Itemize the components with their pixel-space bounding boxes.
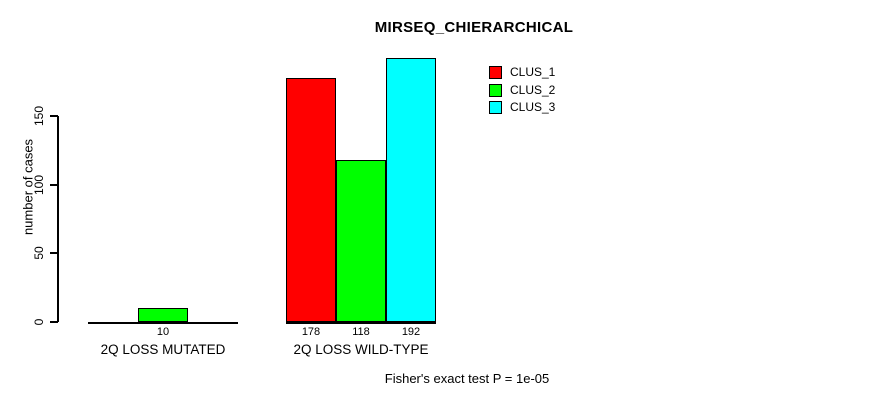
legend-item-clus1: CLUS_1 xyxy=(489,66,555,79)
x-axis-baseline-mutated xyxy=(88,322,238,324)
y-axis-tick-label-50: 50 xyxy=(32,246,46,260)
legend-label-clus1: CLUS_1 xyxy=(510,65,556,79)
legend-item-clus3: CLUS_3 xyxy=(489,101,555,114)
y-axis-line xyxy=(57,116,59,322)
y-axis-tick-label-0: 0 xyxy=(32,318,46,326)
group-label-mutated: 2Q LOSS MUTATED xyxy=(100,342,226,357)
bar-value-labels-mutated: 10 xyxy=(88,326,238,338)
y-axis-tick-label-100: 100 xyxy=(32,174,46,196)
x-axis-baseline-wild-type xyxy=(286,322,436,324)
chart-title: MIRSEQ_CHIERARCHICAL xyxy=(374,19,574,36)
bar-wild-type-clus1 xyxy=(286,78,336,322)
legend-swatch-clus2 xyxy=(489,83,502,97)
y-axis-tick-0 xyxy=(50,321,58,323)
stat-caption: Fisher's exact test P = 1e-05 xyxy=(384,371,550,386)
y-axis-tick-50 xyxy=(50,252,58,254)
bar-wild-type-clus3 xyxy=(386,58,436,322)
bar-value-wild-type-clus2: 118 xyxy=(352,326,370,338)
bar-value-wild-type-clus3: 192 xyxy=(401,326,421,338)
bar-value-mutated-clus1 xyxy=(88,326,138,338)
legend: CLUS_1 CLUS_2 CLUS_3 xyxy=(489,66,555,114)
y-axis-tick-150 xyxy=(50,115,58,117)
bar-value-labels-wild-type: 178 118 192 xyxy=(286,326,436,338)
bar-wild-type-clus2 xyxy=(336,160,386,322)
group-label-wild-type: 2Q LOSS WILD-TYPE xyxy=(293,342,429,357)
bar-value-wild-type-clus1: 178 xyxy=(301,326,321,338)
y-axis-tick-label-150: 150 xyxy=(32,105,46,127)
legend-item-clus2: CLUS_2 xyxy=(489,82,556,97)
bar-group-mutated: 10 2Q LOSS MUTATED xyxy=(88,0,238,400)
bar-value-mutated-clus2: 10 xyxy=(156,326,170,338)
bar-value-mutated-clus3 xyxy=(188,326,238,338)
bar-group-wild-type: 178 118 192 2Q LOSS WILD-TYPE xyxy=(286,0,436,400)
legend-label-clus2: CLUS_2 xyxy=(510,82,556,97)
legend-label-clus3: CLUS_3 xyxy=(510,100,556,114)
bar-mutated-clus2 xyxy=(138,308,188,322)
y-axis-tick-100 xyxy=(50,184,58,186)
legend-swatch-clus3 xyxy=(489,101,502,114)
legend-swatch-clus1 xyxy=(489,66,502,79)
